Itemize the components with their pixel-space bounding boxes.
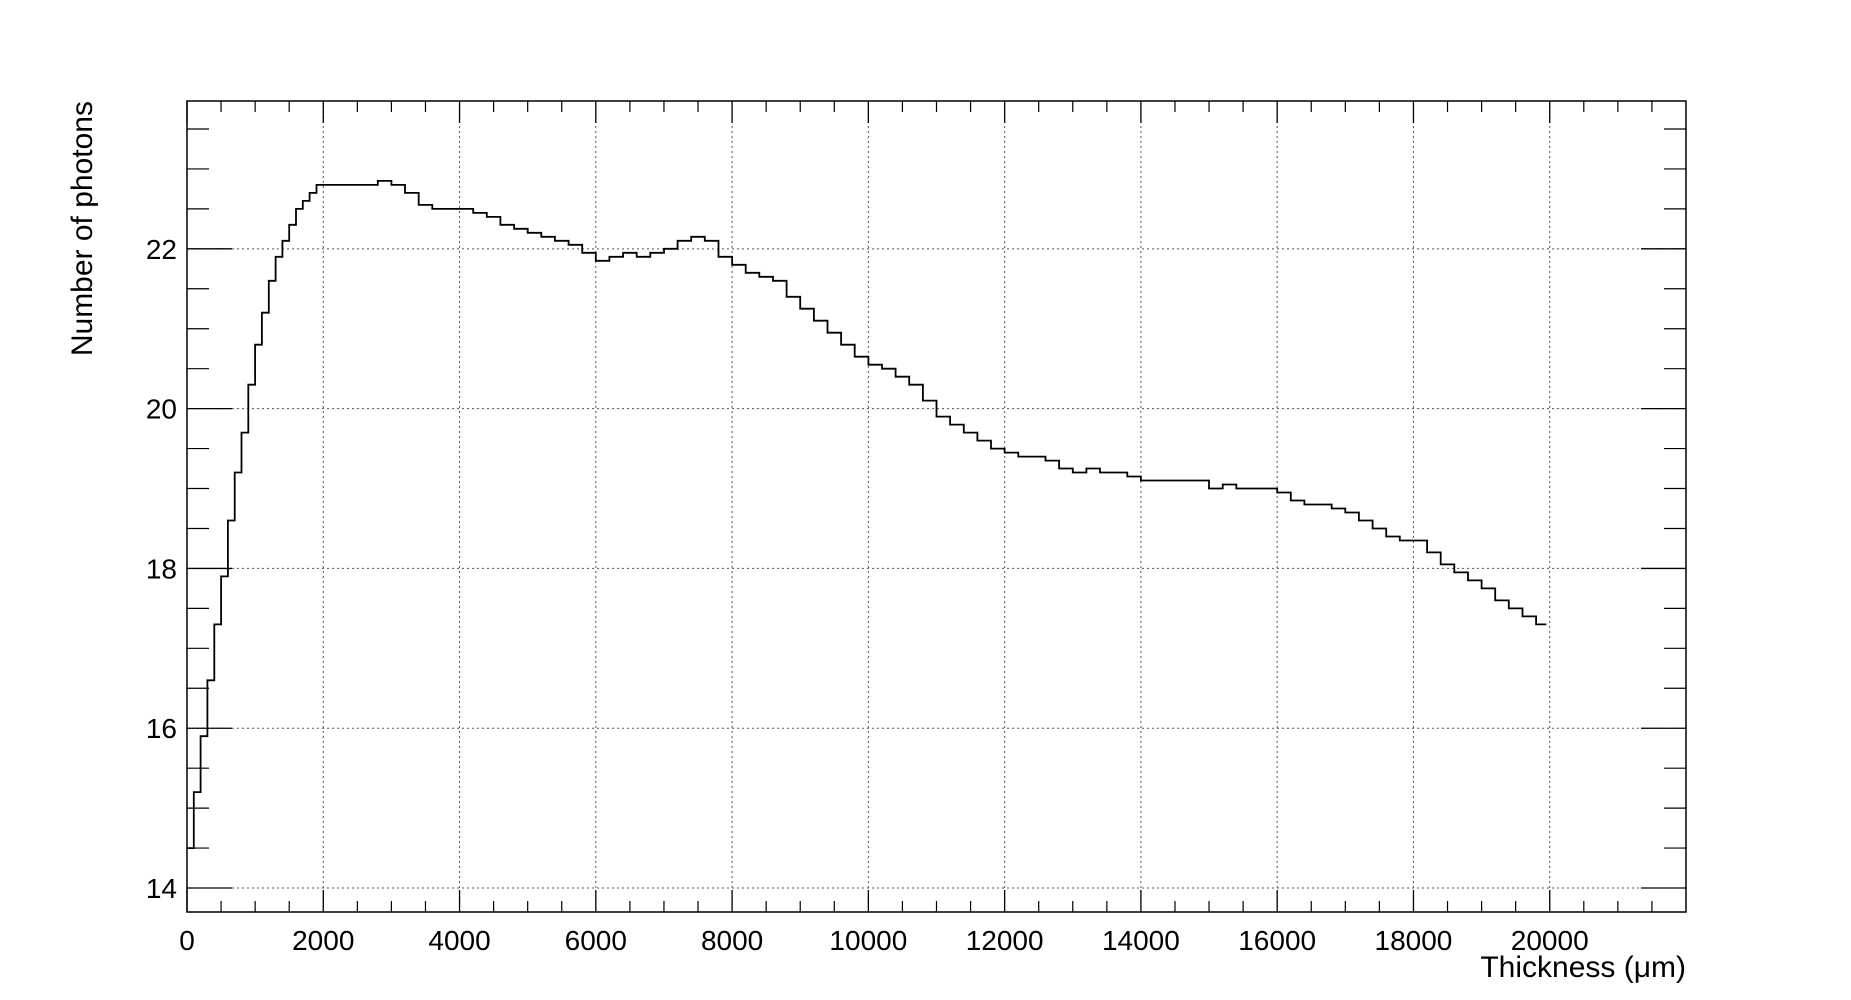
x-tick-label: 18000: [1375, 925, 1453, 956]
y-tick-label: 22: [146, 234, 177, 265]
x-tick-label: 20000: [1511, 925, 1589, 956]
grid: [187, 101, 1686, 912]
x-tick-label: 14000: [1102, 925, 1180, 956]
x-tick-label: 2000: [292, 925, 354, 956]
series-layer: [187, 180, 1547, 849]
series-line: [187, 180, 1547, 849]
x-tick-label: 16000: [1238, 925, 1316, 956]
y-tick-label: 18: [146, 553, 177, 584]
y-tick-label: 16: [146, 713, 177, 744]
x-tick-label: 8000: [701, 925, 763, 956]
x-tick-label: 10000: [829, 925, 907, 956]
axis-ticks: [186, 101, 1686, 912]
x-tick-label: 12000: [966, 925, 1044, 956]
tick-labels: 0 2000 4000 6000 8000 10000 12000 14000 16000 180…: [146, 234, 1589, 956]
y-tick-label: 20: [146, 394, 177, 425]
x-tick-label: 6000: [565, 925, 627, 956]
x-axis-title: Thickness (μm): [1480, 951, 1686, 984]
x-tick-label: 0: [179, 925, 195, 956]
y-axis-title: Number of photons: [66, 101, 99, 356]
y-tick-label: 14: [146, 873, 177, 904]
x-tick-label: 4000: [428, 925, 490, 956]
